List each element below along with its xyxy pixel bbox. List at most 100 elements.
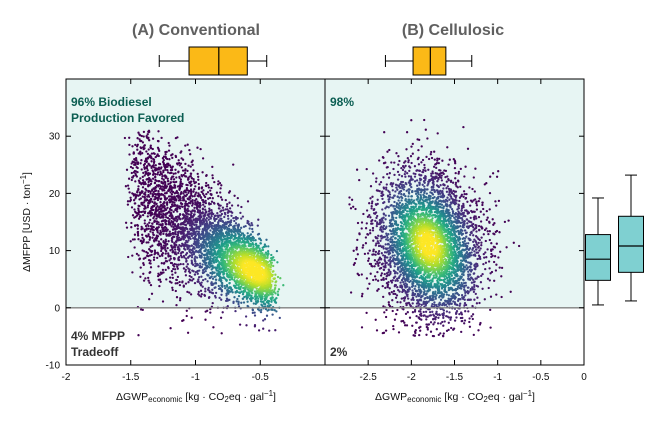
scatter-point [203,205,206,208]
scatter-point [267,308,270,312]
scatter-point [165,278,168,281]
scatter-point [149,271,152,274]
scatter-point [208,207,211,210]
scatter-point [232,300,235,303]
scatter-point [371,219,374,222]
scatter-point [438,313,441,316]
scatter-point [233,219,236,223]
scatter-point [440,174,443,177]
scatter-point [484,239,487,243]
scatter-point [422,310,425,314]
scatter-point [144,191,147,194]
scatter-point [479,210,482,213]
scatter-point [210,251,213,254]
scatter-point [481,287,484,290]
scatter-point [474,167,477,170]
scatter-point [160,262,163,265]
scatter-point [152,226,155,229]
scatter-point [186,183,189,187]
scatter-point [171,288,174,292]
scatter-point [189,180,193,183]
scatter-point [356,238,359,242]
scatter-point [405,148,408,151]
scatter-point [200,255,203,259]
scatter-point [222,276,225,279]
scatter-point [472,333,475,337]
scatter-point [427,168,430,171]
scatter-point [219,187,222,190]
scatter-point [141,152,144,155]
scatter-point [182,238,185,241]
scatter-point [195,191,198,194]
scatter-point [125,226,129,229]
scatter-point [478,197,481,200]
scatter-point [139,153,142,156]
scatter-point [160,193,163,196]
scatter-point [173,262,176,266]
scatter-point [469,216,472,220]
scatter-point [393,173,396,177]
scatter-point [151,236,154,239]
scatter-point [218,261,221,264]
scatter-point [486,216,489,219]
scatter-point [161,223,164,227]
scatter-point [144,277,147,280]
scatter-point [266,267,269,271]
scatter-point [176,204,179,207]
scatter-point [382,156,385,159]
scatter-point [498,266,501,269]
scatter-point [408,316,412,319]
scatter-point [495,263,498,266]
scatter-point [149,144,152,147]
scatter-point [481,272,484,276]
scatter-point [449,318,452,321]
scatter-point [209,217,212,220]
scatter-point [140,191,144,194]
scatter-point [155,168,159,171]
scatter-point [146,204,150,207]
scatter-point [211,267,214,270]
scatter-point [365,311,368,315]
scatter-point [270,308,273,311]
scatter-point [371,195,374,198]
scatter-point [463,322,466,325]
scatter-point [168,259,171,262]
scatter-point [164,214,167,217]
scatter-point [187,239,190,242]
scatter-point [178,188,181,191]
scatter-point [348,203,351,206]
scatter-point [436,322,440,325]
scatter-point [173,184,177,187]
scatter-point [485,218,488,222]
scatter-point [193,247,196,250]
scatter-point [416,157,420,161]
scatter-point [199,217,202,220]
scatter-point [189,184,192,187]
scatter-point [450,326,453,330]
scatter-point [382,193,385,197]
scatter-point [158,173,161,177]
scatter-point [195,230,199,233]
scatter-point [200,190,203,194]
scatter-point [478,301,481,305]
scatter-point [147,241,150,244]
scatter-point [137,217,141,220]
scatter-point [429,153,432,156]
scatter-point [232,238,235,241]
scatter-point [160,249,163,253]
scatter-point [209,229,212,232]
scatter-point [240,217,243,220]
scatter-point [420,161,423,164]
scatter-point [490,255,493,259]
scatter-point [141,179,145,182]
scatter-point [156,173,159,176]
scatter-point [468,317,471,320]
scatter-point [182,284,185,287]
scatter-point [187,281,190,284]
scatter-point [177,236,181,239]
scatter-point [219,210,222,213]
scatter-point [282,284,285,287]
scatter-point [187,164,190,167]
scatter-point [161,193,165,197]
scatter-point [179,254,183,257]
